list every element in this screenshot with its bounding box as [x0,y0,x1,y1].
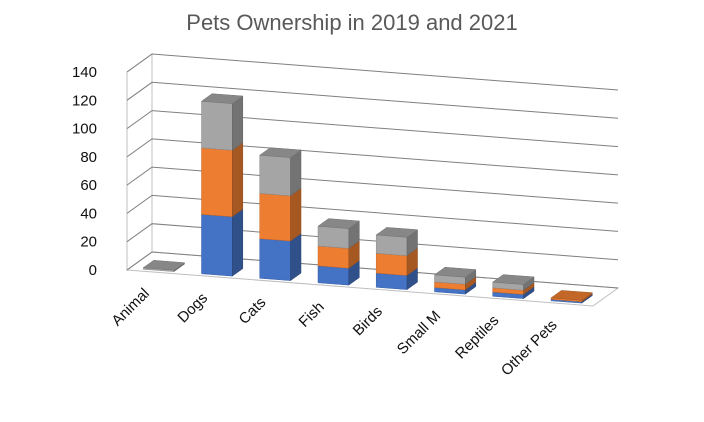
bar-segment [375,272,408,290]
bar-stack [142,260,186,273]
side-wall [126,53,153,271]
y-tick-label: 120 [72,92,97,109]
bar-stack [375,227,419,291]
gridline [126,81,619,119]
bar-segment [201,214,233,277]
gridline [126,251,619,289]
bar-segment [317,245,350,269]
bars [142,93,594,304]
gridline [126,138,619,176]
x-category-label: Reptiles [452,312,502,362]
bar-stack [433,266,477,295]
bar-segment-top [258,147,302,158]
gridline [126,166,619,204]
bar-segment-side [290,233,302,282]
bar-segment-side [290,187,302,242]
bar-segment-top [433,266,477,278]
bar-segment [259,154,291,197]
gridline [126,53,619,91]
x-category-label: Other Pets [498,317,561,380]
bar-segment-top [375,227,419,238]
bar-segment-side [232,208,244,277]
x-category-label: Small M [394,308,444,358]
bar-stack [200,93,244,277]
gridline [126,194,619,232]
x-category-label: Cats [236,294,270,328]
bar-segment-top [317,218,360,229]
bar-segment [201,100,233,151]
bar-segment [317,225,350,249]
y-tick-label: 0 [89,262,97,279]
y-tick-label: 40 [80,205,97,222]
y-axis-tick-labels: 0 20 40 60 80 100 120 140 [72,64,97,279]
x-category-label: Birds [350,303,386,339]
x-axis-category-labels: Animal Dogs Cats Fish Birds Small M ReptilesOt… [108,285,560,379]
bar-stack [258,147,302,282]
bar-segment [317,265,350,286]
bar-segment-side [232,95,244,151]
y-tick-label: 80 [80,149,97,166]
bar-stack [491,274,535,300]
bar-segment-top [200,93,244,104]
x-category-label: Fish [296,299,328,331]
y-tick-label: 100 [72,121,97,138]
gridline [126,110,619,148]
chart-title: Pets Ownership in 2019 and 2021 [186,10,518,35]
bar-segment-top [142,260,186,271]
x-category-label: Dogs [174,290,211,327]
chart-walls [125,53,620,307]
bar-segment [201,147,233,217]
bar-segment [259,238,291,281]
bar-segment-top [491,274,535,285]
bar-segment [375,253,408,276]
y-tick-label: 60 [80,177,97,194]
bar-segment [375,234,408,256]
bar-segment-top [550,290,594,301]
x-category-label: Animal [108,285,152,329]
y-tick-label: 140 [72,64,97,81]
bar-stack [317,218,360,286]
bar-stack [550,290,594,304]
bar-segment-side [290,149,302,197]
gridlines [126,53,619,289]
bar-segment-side [232,142,244,218]
gridline [126,223,619,261]
bar-segment [259,193,291,242]
y-tick-label: 20 [80,234,97,251]
